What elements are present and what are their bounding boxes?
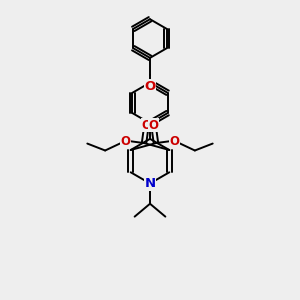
- Text: O: O: [121, 135, 130, 148]
- Text: O: O: [148, 119, 158, 132]
- Text: O: O: [142, 119, 152, 132]
- Text: O: O: [169, 135, 179, 148]
- Text: O: O: [144, 80, 156, 93]
- Text: N: N: [144, 177, 156, 190]
